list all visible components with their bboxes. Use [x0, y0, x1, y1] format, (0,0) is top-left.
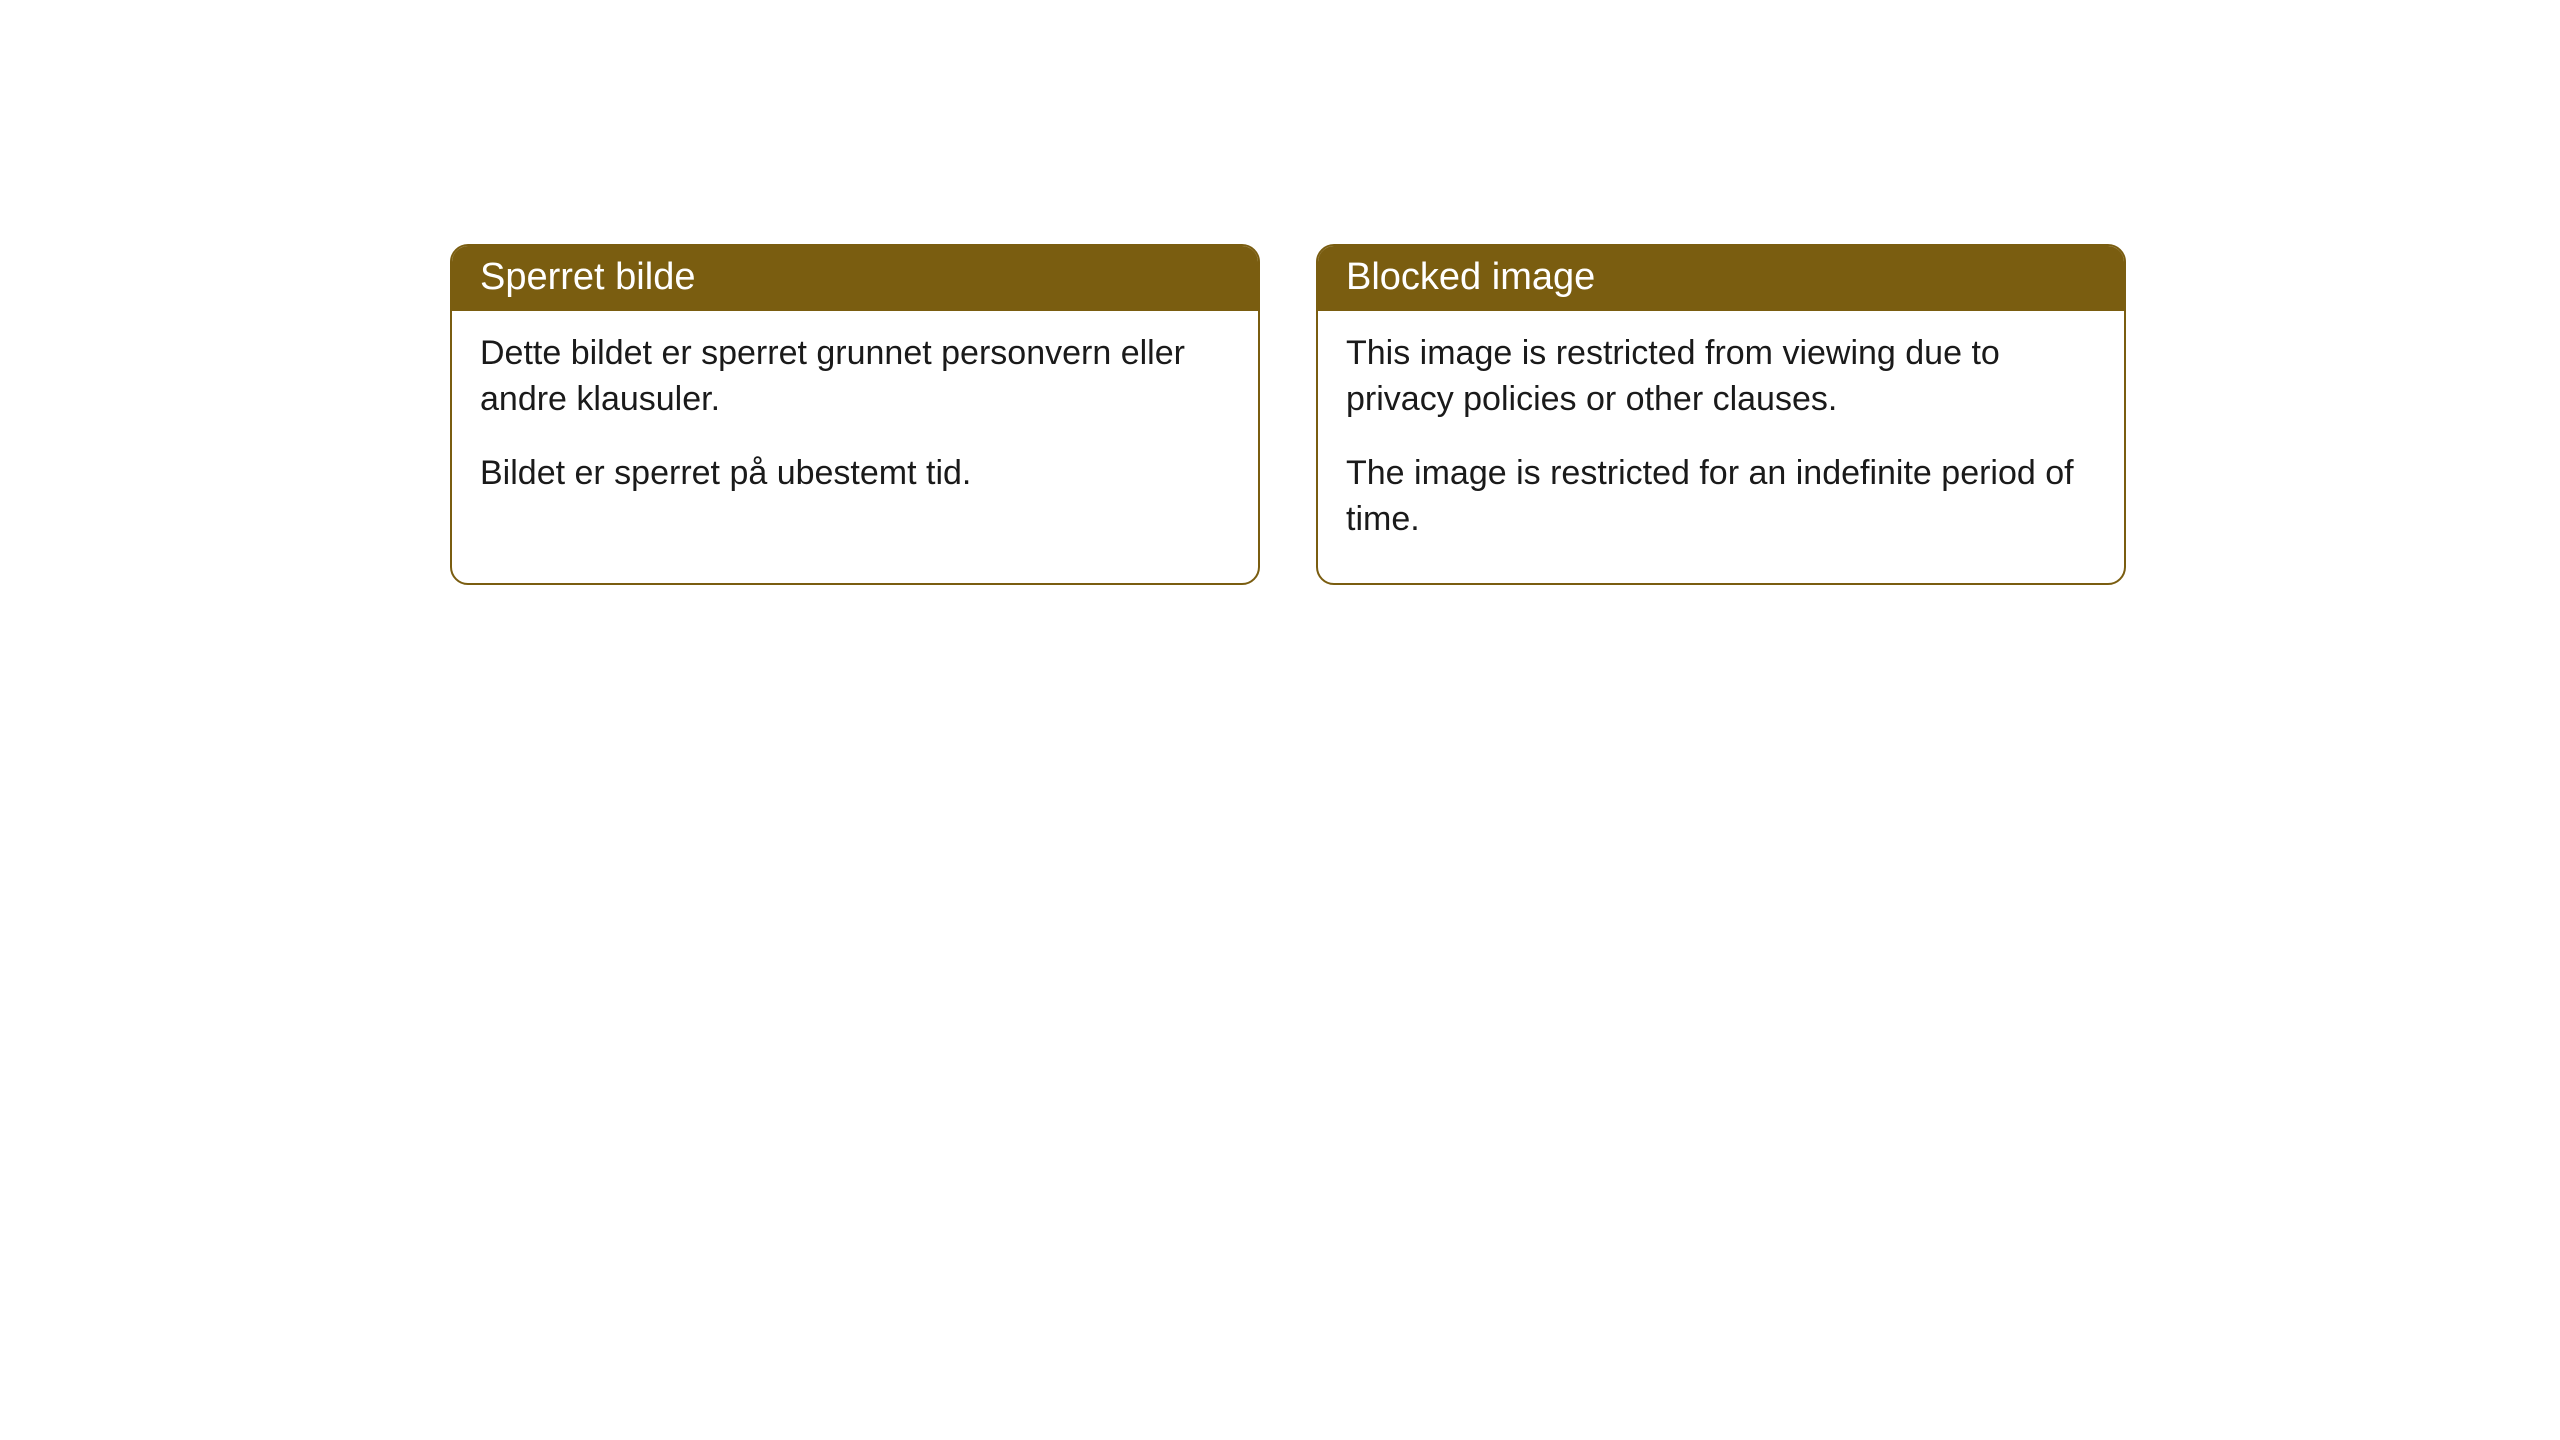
card-paragraph: Bildet er sperret på ubestemt tid.	[480, 451, 1230, 497]
notice-card-norwegian: Sperret bilde Dette bildet er sperret gr…	[450, 244, 1260, 585]
card-body: This image is restricted from viewing du…	[1318, 311, 2124, 583]
card-title: Blocked image	[1346, 256, 1595, 298]
card-body: Dette bildet er sperret grunnet personve…	[452, 311, 1258, 537]
card-title: Sperret bilde	[480, 256, 695, 298]
card-paragraph: This image is restricted from viewing du…	[1346, 331, 2096, 423]
card-header: Sperret bilde	[452, 246, 1258, 311]
card-paragraph: Dette bildet er sperret grunnet personve…	[480, 331, 1230, 423]
notice-cards-container: Sperret bilde Dette bildet er sperret gr…	[450, 244, 2126, 585]
notice-card-english: Blocked image This image is restricted f…	[1316, 244, 2126, 585]
card-paragraph: The image is restricted for an indefinit…	[1346, 451, 2096, 543]
card-header: Blocked image	[1318, 246, 2124, 311]
